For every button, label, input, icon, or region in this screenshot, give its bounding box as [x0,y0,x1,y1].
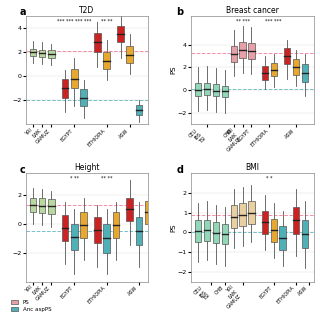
Bar [71,69,78,88]
Bar [103,224,110,253]
Bar [204,83,210,95]
Bar [204,220,210,241]
Bar [136,105,142,115]
Text: c: c [20,164,25,174]
Bar [239,203,246,227]
Bar [222,86,228,97]
Bar [113,212,119,238]
Text: *** ***: *** *** [57,19,74,24]
Bar [80,212,87,238]
Bar [195,220,201,242]
Bar [270,63,277,76]
Title: BMI: BMI [245,164,259,172]
Bar [262,211,268,234]
Bar [284,48,290,64]
Bar [293,207,299,234]
Text: a: a [20,7,26,17]
Bar [30,49,36,56]
Bar [48,50,55,58]
Text: * *: * * [266,176,272,181]
Bar [30,198,36,212]
Bar [103,52,110,69]
Bar [231,205,237,228]
Bar [213,84,219,96]
Text: b: b [176,7,183,17]
Text: *** ***: *** *** [265,19,282,24]
Bar [239,42,246,58]
Bar [222,224,228,244]
Bar [279,227,286,250]
Bar [302,64,308,82]
Legend: PS, Anc aspPS: PS, Anc aspPS [9,298,53,314]
Title: T2D: T2D [79,6,94,15]
Bar [213,222,219,243]
Bar [248,201,254,224]
Text: ** **: ** ** [101,19,112,24]
Y-axis label: PS: PS [170,66,176,75]
Title: Breast cancer: Breast cancer [226,6,279,15]
Bar [262,66,268,80]
Text: ** **: ** ** [101,176,112,181]
Bar [293,60,299,75]
Bar [71,224,78,250]
Bar [62,79,68,98]
Text: * **: * ** [70,176,79,181]
Bar [126,198,133,221]
Bar [231,46,237,62]
Bar [62,215,68,241]
Bar [94,217,101,243]
Text: ** ***: ** *** [236,19,250,24]
Bar [39,198,45,213]
Text: d: d [176,164,183,174]
Bar [117,26,124,43]
Bar [48,199,55,214]
Text: *** ***: *** *** [76,19,92,24]
Bar [136,217,142,245]
Y-axis label: PS: PS [170,223,176,232]
Bar [80,90,87,106]
Bar [145,201,151,224]
Bar [248,44,254,60]
Bar [302,220,308,248]
Bar [126,46,133,63]
Bar [39,50,45,57]
Bar [270,219,277,242]
Title: Height: Height [74,164,100,172]
Bar [94,33,101,52]
Bar [195,83,201,96]
